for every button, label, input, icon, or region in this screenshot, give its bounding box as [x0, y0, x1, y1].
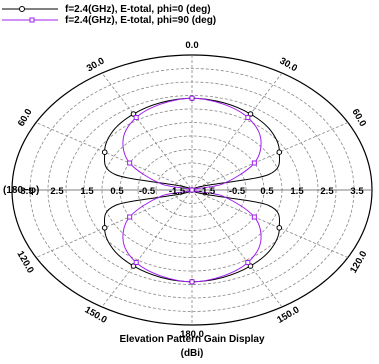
- radial-tick-label: 3.5: [20, 186, 34, 197]
- legend-label-phi90: f=2.4(GHz), E-total, phi=90 (deg): [65, 15, 216, 26]
- angle-tick-label: 60.0: [16, 107, 35, 129]
- radial-tick-label: 2.5: [320, 186, 334, 197]
- chart-title: Elevation Pattern Gain Display: [119, 334, 264, 345]
- chart-units: (dBi): [181, 348, 204, 359]
- series-point-1: [133, 259, 139, 265]
- radial-tick-label: -0.5: [229, 186, 246, 197]
- series-point-1: [189, 95, 195, 101]
- radial-tick-label: 2.5: [50, 186, 64, 197]
- radial-tick-label: -1.5: [169, 186, 186, 197]
- series-point-1: [189, 279, 195, 285]
- legend-marker-phi90: [29, 17, 35, 23]
- markers: [101, 95, 283, 285]
- angle-tick-label: 60.0: [349, 107, 368, 129]
- radial-tick-label: 3.5: [350, 186, 364, 197]
- angle-tick-label: 180.0: [180, 329, 204, 340]
- series-point-1: [127, 160, 133, 166]
- legend-marker-phi0: [19, 6, 25, 12]
- legend-label-phi0: f=2.4(GHz), E-total, phi=0 (deg): [65, 4, 211, 15]
- left-axis-label: (180−φ): [3, 185, 39, 196]
- series-point-1: [245, 259, 251, 265]
- angle-tick-label: 30.0: [85, 56, 107, 75]
- series-point-1: [245, 115, 251, 121]
- series-point-1: [251, 214, 257, 220]
- legend: f=2.4(GHz), E-total, phi=0 (deg) f=2.4(G…: [2, 4, 216, 26]
- radial-tick-label: 1.5: [290, 186, 304, 197]
- legend-entry-phi0: f=2.4(GHz), E-total, phi=0 (deg): [2, 4, 211, 15]
- series-point-0: [101, 225, 108, 231]
- radial-tick-label: 1.5: [80, 186, 94, 197]
- radial-tick-label: 0.5: [110, 186, 124, 197]
- grid-spoke: [35, 122, 349, 258]
- angle-tick-label: 0.0: [185, 40, 198, 51]
- series-point-1: [133, 115, 139, 121]
- legend-entry-phi90: f=2.4(GHz), E-total, phi=90 (deg): [2, 15, 216, 26]
- series-point-0: [276, 149, 283, 155]
- series-point-0: [101, 149, 108, 155]
- series-point-1: [251, 160, 257, 166]
- radial-tick-label: 0.5: [260, 186, 274, 197]
- angle-tick-label: 30.0: [278, 56, 300, 75]
- series-point-1: [189, 187, 195, 193]
- grid-spoke: [35, 122, 349, 258]
- radial-tick-label: -1.5: [199, 186, 216, 197]
- radial-tick-label: -0.5: [139, 186, 156, 197]
- series-point-1: [127, 214, 133, 220]
- series-point-0: [276, 225, 283, 231]
